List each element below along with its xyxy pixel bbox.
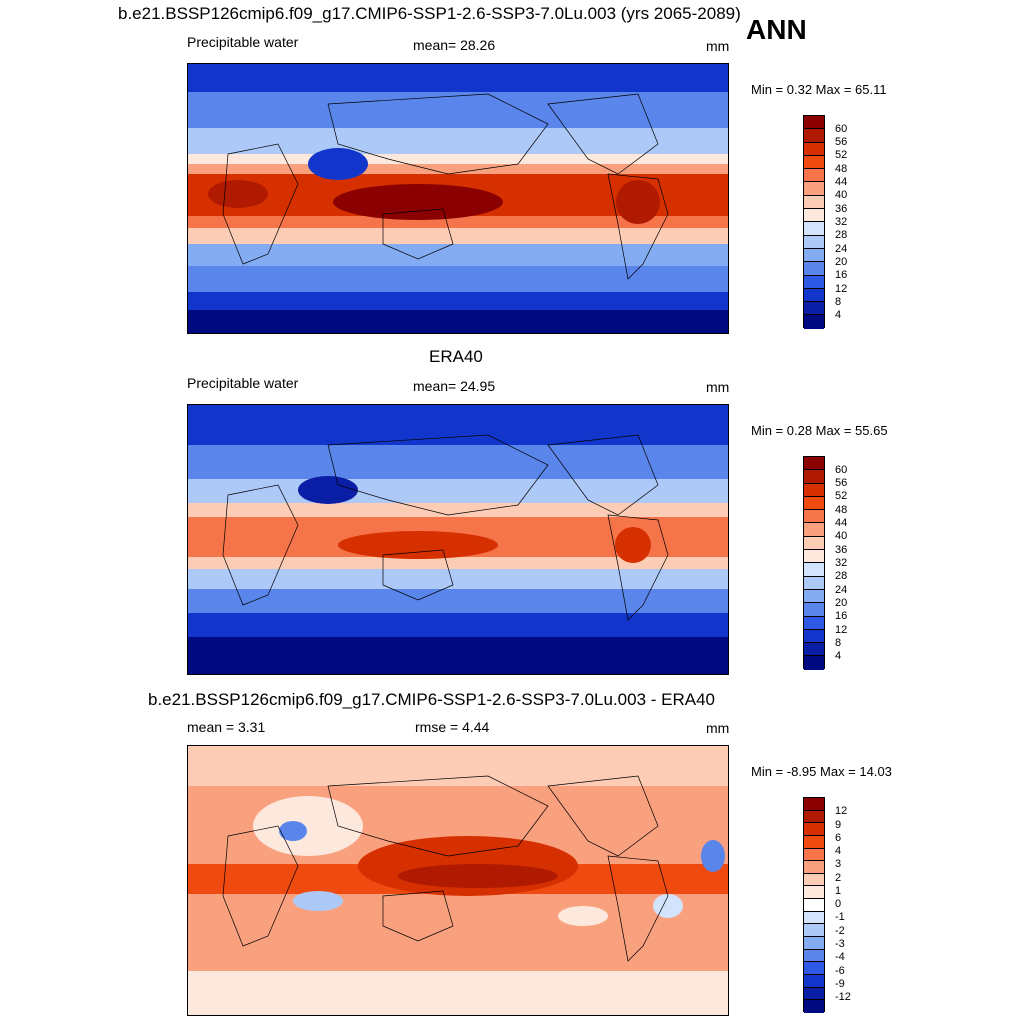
panel2-units-label: mm <box>706 379 730 395</box>
panel3-mean-label: mean = 3.31 <box>187 719 266 735</box>
panel3-tick: -1 <box>835 911 845 923</box>
panel2-mean-label: mean= 24.95 <box>413 378 496 394</box>
panel3-minmax: Min = -8.95 Max = 14.03 <box>751 764 892 779</box>
panel1-tick: 48 <box>835 163 848 175</box>
panel3-tick: 4 <box>835 845 842 857</box>
panel3-colorbar <box>803 797 825 1013</box>
panel3-tick: 6 <box>835 832 842 844</box>
panel2-tick: 60 <box>835 464 848 476</box>
panel3-tick: 2 <box>835 872 842 884</box>
panel1-units-label: mm <box>706 38 730 54</box>
panel2-minmax: Min = 0.28 Max = 55.65 <box>751 423 888 438</box>
panel3-map <box>187 745 729 1016</box>
panel3-tick: 12 <box>835 805 848 817</box>
panel2-tick: 52 <box>835 490 848 502</box>
panel1-tick: 36 <box>835 203 848 215</box>
panel2-tick: 56 <box>835 477 848 489</box>
panel3-units-label: mm <box>706 720 730 736</box>
panel2-tick: 48 <box>835 504 848 516</box>
panel2-tick: 36 <box>835 544 848 556</box>
panel1-variable-label: Precipitable water <box>187 34 299 50</box>
panel1-tick: 56 <box>835 136 848 148</box>
panel2-tick: 40 <box>835 530 848 542</box>
panel1-tick: 44 <box>835 176 848 188</box>
panel1-tick: 4 <box>835 309 842 321</box>
panel1-title: b.e21.BSSP126cmip6.f09_g17.CMIP6-SSP1-2.… <box>118 4 741 23</box>
panel3-tick: 3 <box>835 858 842 870</box>
panel1-map <box>187 63 729 334</box>
panel1-tick: 40 <box>835 189 848 201</box>
panel1-tick: 12 <box>835 283 848 295</box>
panel3-tick: -3 <box>835 938 845 950</box>
panel2-tick: 32 <box>835 557 848 569</box>
panel2-title: ERA40 <box>429 347 483 366</box>
panel3-rmse-label: rmse = 4.44 <box>415 719 490 735</box>
panel2-colorbar <box>803 456 825 670</box>
panel3-tick: 0 <box>835 898 842 910</box>
panel2-tick: 20 <box>835 597 848 609</box>
panel3-tick: -12 <box>835 991 851 1003</box>
panel1-tick: 24 <box>835 243 848 255</box>
panel2-tick: 28 <box>835 570 848 582</box>
panel3-tick: -9 <box>835 978 845 990</box>
panel2-tick: 4 <box>835 650 842 662</box>
panel2-tick: 16 <box>835 610 848 622</box>
panel3-title: b.e21.BSSP126cmip6.f09_g17.CMIP6-SSP1-2.… <box>148 690 716 709</box>
panel1-tick: 60 <box>835 123 848 135</box>
panel1-minmax: Min = 0.32 Max = 65.11 <box>751 82 887 97</box>
panel1-tick: 20 <box>835 256 848 268</box>
panel2-map <box>187 404 729 675</box>
panel1-tick: 52 <box>835 149 848 161</box>
panel1-tick: 8 <box>835 296 842 308</box>
panel1-colorbar <box>803 115 825 329</box>
panel3-tick: 9 <box>835 819 842 831</box>
panel2-variable-label: Precipitable water <box>187 375 299 391</box>
panel1-tick: 32 <box>835 216 848 228</box>
season-label: ANN <box>746 14 807 45</box>
panel3-tick: -6 <box>835 965 845 977</box>
panel1-tick: 16 <box>835 269 848 281</box>
panel3-tick: -4 <box>835 951 845 963</box>
panel2-tick: 44 <box>835 517 848 529</box>
panel1-mean-label: mean= 28.26 <box>413 37 496 53</box>
panel3-tick: -2 <box>835 925 845 937</box>
panel2-tick: 8 <box>835 637 842 649</box>
panel1-tick: 28 <box>835 229 848 241</box>
panel3-tick: 1 <box>835 885 842 897</box>
panel2-tick: 24 <box>835 584 848 596</box>
panel2-tick: 12 <box>835 624 848 636</box>
